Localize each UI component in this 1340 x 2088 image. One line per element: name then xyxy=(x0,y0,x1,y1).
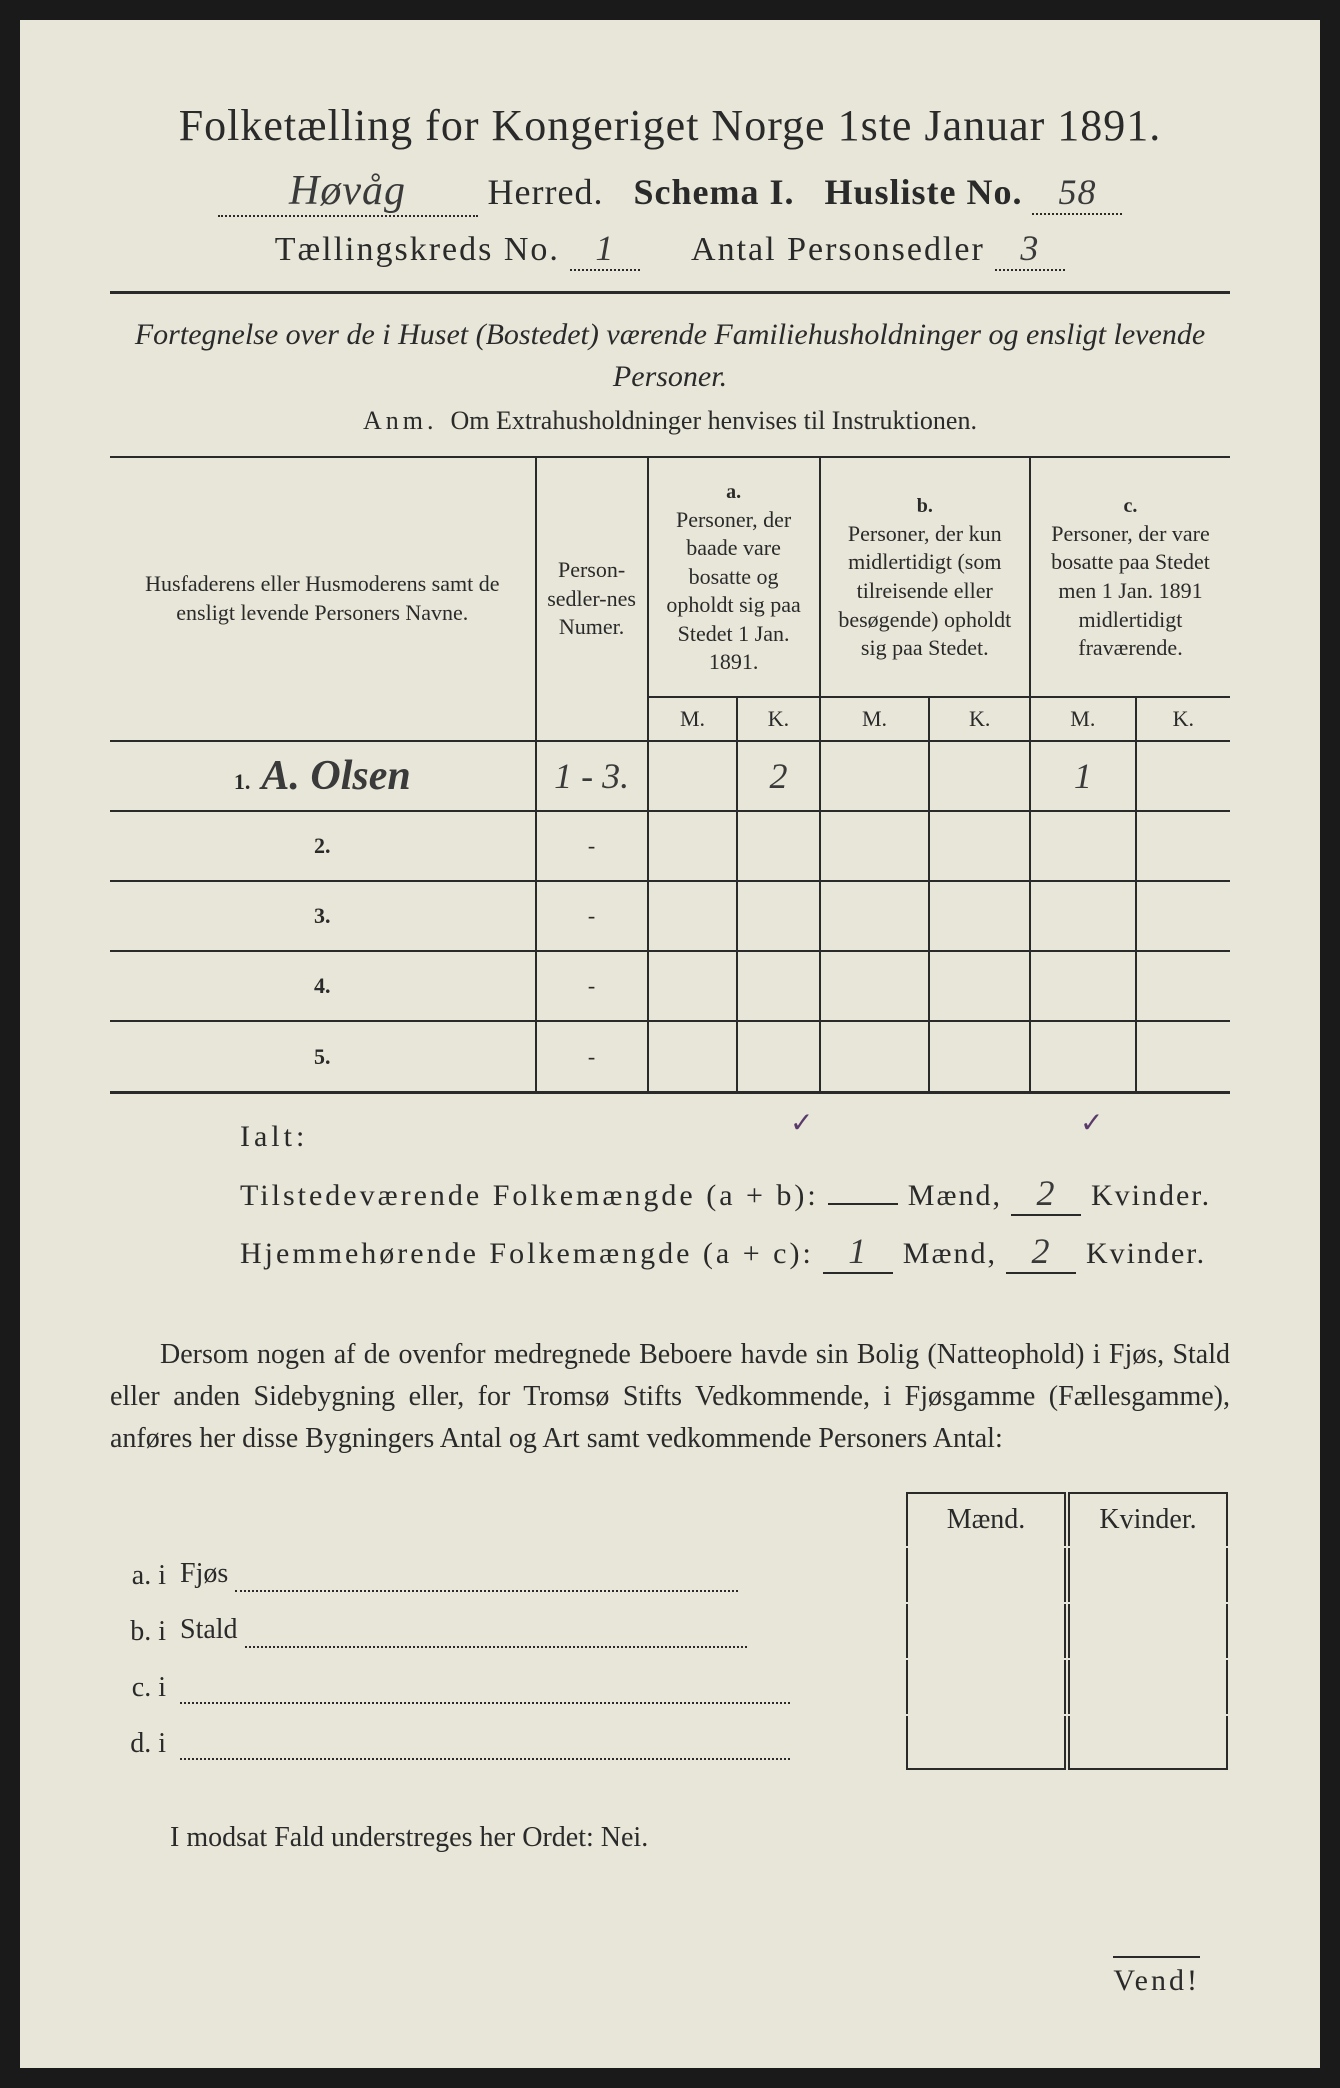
building-row: a. i Fjøs xyxy=(112,1548,1228,1602)
col-header-b: b. Personer, der kun midlertidigt (som t… xyxy=(820,457,1030,697)
vend-label: Vend! xyxy=(1113,1956,1200,1998)
total-line-ac: Hjemmehørende Folkemængde (a + c): 1 Mæn… xyxy=(240,1230,1230,1274)
building-row: d. i xyxy=(112,1716,1228,1770)
nei-line: I modsat Fald understreges her Ordet: Ne… xyxy=(110,1822,1230,1854)
col-header-num: Person-sedler-nes Numer. xyxy=(536,457,648,741)
building-paragraph: Dersom nogen af de ovenfor medregnede Be… xyxy=(110,1334,1230,1460)
col-c-k: K. xyxy=(1136,697,1230,741)
antal-value: 3 xyxy=(1020,228,1040,268)
schema-label: Schema I. xyxy=(633,172,794,212)
antal-label: Antal Personsedler xyxy=(691,231,985,268)
table-row: 2. - xyxy=(110,811,1230,881)
kreds-label: Tællingskreds No. xyxy=(275,231,560,268)
totals-block: Ialt: Tilstedeværende Folkemængde (a + b… xyxy=(110,1120,1230,1274)
anm-line: Anm. Om Extrahusholdninger henvises til … xyxy=(110,406,1230,436)
herred-label: Herred. xyxy=(488,172,604,212)
subtitle: Fortegnelse over de i Huset (Bostedet) v… xyxy=(110,314,1230,398)
herred-value: Høvåg xyxy=(289,167,406,215)
bt-head-kvinder: Kvinder. xyxy=(1068,1492,1228,1546)
header-line-2: Høvåg Herred. Schema I. Husliste No. 58 xyxy=(110,167,1230,217)
tick-mark: ✓ xyxy=(1080,1106,1103,1140)
table-bottom-rule xyxy=(110,1091,1230,1094)
table-row: 3. - xyxy=(110,881,1230,951)
header-line-3: Tællingskreds No. 1 Antal Personsedler 3 xyxy=(110,227,1230,271)
col-b-k: K. xyxy=(929,697,1030,741)
husliste-label: Husliste No. xyxy=(824,172,1022,212)
husliste-value: 58 xyxy=(1058,172,1096,212)
kreds-value: 1 xyxy=(595,228,615,268)
col-a-k: K. xyxy=(737,697,819,741)
anm-text: Om Extrahusholdninger henvises til Instr… xyxy=(451,406,977,435)
table-row: 4. - xyxy=(110,951,1230,1021)
col-header-name: Husfaderens eller Husmoderens samt de en… xyxy=(110,457,536,741)
table-row: 5. - xyxy=(110,1021,1230,1091)
tick-mark: ✓ xyxy=(790,1106,813,1140)
col-b-m: M. xyxy=(820,697,930,741)
divider xyxy=(110,291,1230,294)
main-table: Husfaderens eller Husmoderens samt de en… xyxy=(110,456,1230,1091)
col-header-c: c. Personer, der vare bosatte paa Stedet… xyxy=(1030,457,1230,697)
bt-head-maend: Mænd. xyxy=(906,1492,1066,1546)
total-line-ab: Tilstedeværende Folkemængde (a + b): Mæn… xyxy=(240,1172,1230,1216)
anm-label: Anm. xyxy=(363,406,438,435)
building-row: b. i Stald xyxy=(112,1604,1228,1658)
col-a-m: M. xyxy=(648,697,738,741)
census-form-page: Folketælling for Kongeriget Norge 1ste J… xyxy=(20,20,1320,2068)
building-row: c. i xyxy=(112,1660,1228,1714)
col-header-a: a. Personer, der baade vare bosatte og o… xyxy=(648,457,820,697)
col-c-m: M. xyxy=(1030,697,1136,741)
table-row: 1. A. Olsen 1 - 3. 2 1 xyxy=(110,741,1230,811)
building-table: Mænd. Kvinder. a. i Fjøs b. i Stald c. i… xyxy=(110,1490,1230,1772)
main-title: Folketælling for Kongeriget Norge 1ste J… xyxy=(110,100,1230,151)
